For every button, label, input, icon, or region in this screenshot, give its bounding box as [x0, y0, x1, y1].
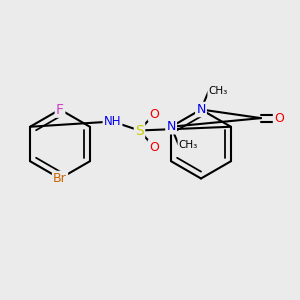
- Text: O: O: [274, 112, 284, 124]
- Text: CH₃: CH₃: [178, 140, 198, 150]
- Text: CH₃: CH₃: [208, 86, 228, 97]
- Text: NH: NH: [104, 115, 121, 128]
- Text: F: F: [56, 103, 64, 116]
- Text: Br: Br: [53, 172, 67, 185]
- Text: O: O: [149, 107, 159, 121]
- Text: O: O: [149, 140, 159, 154]
- Text: N: N: [196, 103, 206, 116]
- Text: S: S: [135, 124, 144, 137]
- Text: N: N: [167, 120, 176, 133]
